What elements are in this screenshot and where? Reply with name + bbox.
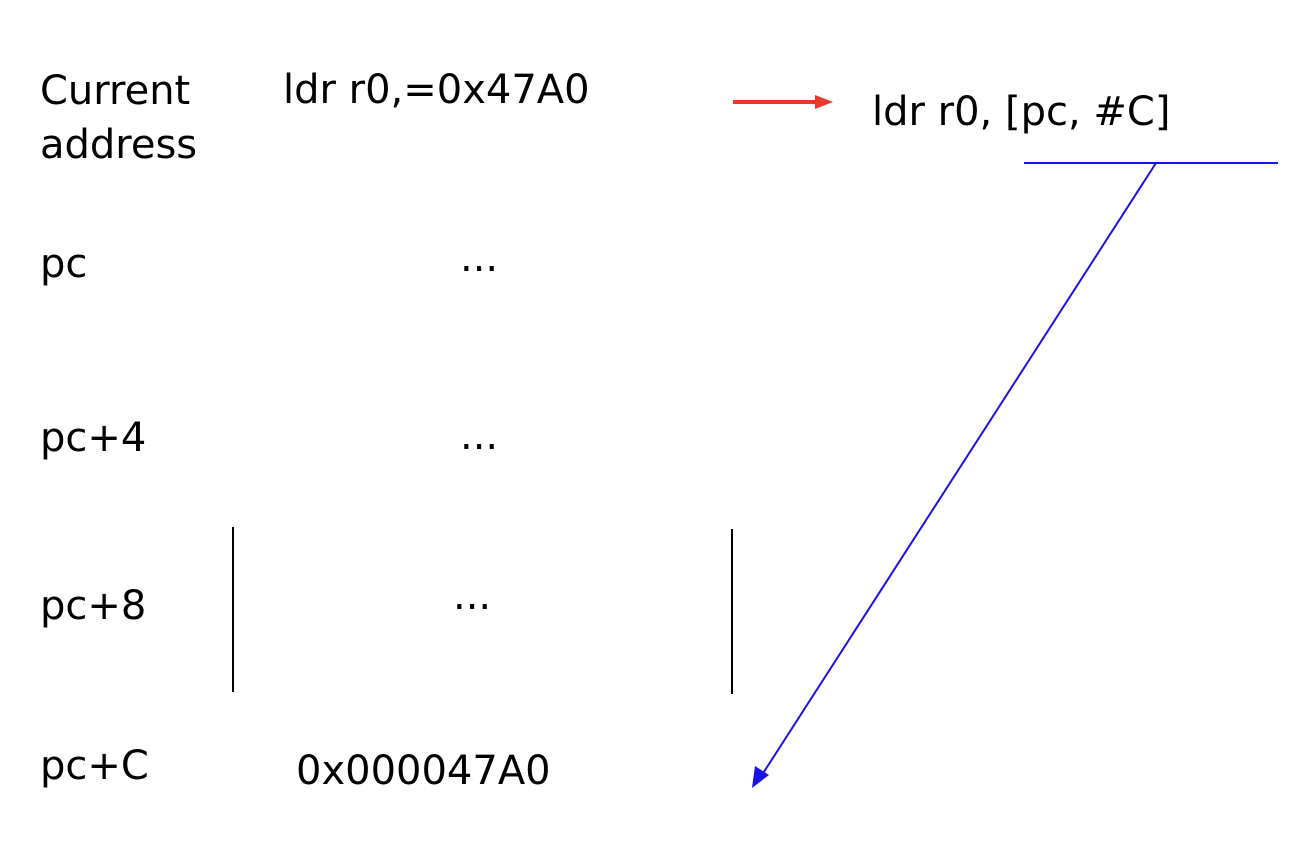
literal-pool-value: 0x000047A0 xyxy=(296,748,551,794)
translated-instruction: ldr r0, [pc, #C] xyxy=(872,89,1171,135)
pc-plus-c-label: pc+C xyxy=(40,743,149,789)
pc-plus-4-label: pc+4 xyxy=(40,415,147,461)
pc-plus-8-content-ellipsis: ... xyxy=(453,573,492,619)
pc-content-ellipsis: ... xyxy=(460,235,499,281)
pseudo-instruction: ldr r0,=0x47A0 xyxy=(283,67,590,113)
current-address-label: Current address xyxy=(40,68,198,168)
pc-label: pc xyxy=(40,241,88,287)
pc-plus-8-label: pc+8 xyxy=(40,583,147,629)
offset-arrow xyxy=(752,162,1157,788)
pc-plus-4-content-ellipsis: ... xyxy=(460,413,499,459)
translate-arrow xyxy=(733,95,833,109)
